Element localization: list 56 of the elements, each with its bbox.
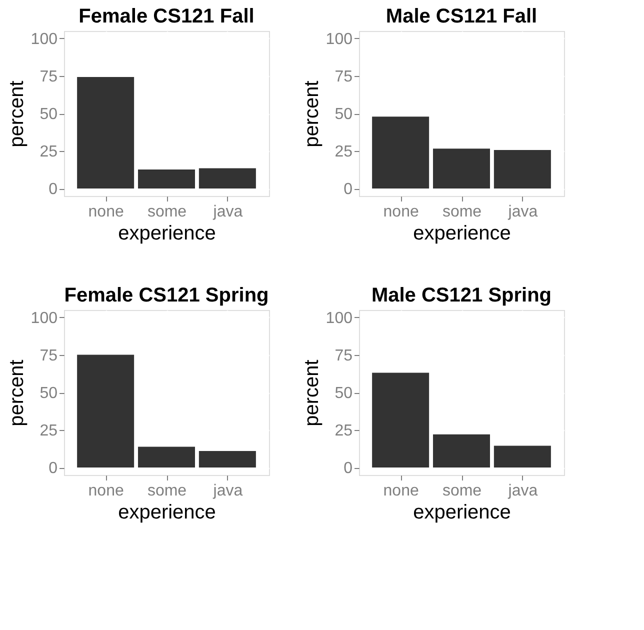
y-tick-label: 75 xyxy=(40,68,58,86)
bar xyxy=(372,372,430,468)
y-tick-label: 25 xyxy=(334,144,353,160)
chart-title: Female CS121 Fall xyxy=(78,6,254,28)
y-tick-label: 25 xyxy=(334,422,353,440)
y-tick-label: 75 xyxy=(334,68,353,86)
x-axis-title: experience xyxy=(118,502,216,524)
y-tick-label: 25 xyxy=(40,144,58,160)
y-tick-label: 75 xyxy=(40,348,58,364)
bar xyxy=(494,150,551,188)
y-tick-label: 50 xyxy=(334,106,353,123)
bar xyxy=(372,116,430,188)
x-tick-label: some xyxy=(147,204,187,220)
y-tick-label: 75 xyxy=(334,348,353,364)
x-tick-label: none xyxy=(383,204,419,220)
x-tick-label: some xyxy=(442,482,482,500)
y-tick-label: 100 xyxy=(30,310,58,327)
y-tick-label: 0 xyxy=(48,460,58,477)
y-axis-title: percent xyxy=(300,80,323,148)
x-axis-title: experience xyxy=(118,222,216,244)
y-axis-title: percent xyxy=(6,359,28,426)
bar xyxy=(77,354,134,468)
x-tick-label: some xyxy=(442,204,482,220)
y-axis-title: percent xyxy=(6,80,28,148)
y-tick-label: 25 xyxy=(40,422,58,440)
y-tick-label: 100 xyxy=(326,310,353,327)
y-tick-label: 0 xyxy=(344,460,353,477)
bar xyxy=(138,446,195,468)
y-tick-label: 0 xyxy=(344,181,353,198)
chart-title: Male CS121 Spring xyxy=(371,284,552,306)
bar xyxy=(77,77,134,188)
x-tick-label: none xyxy=(383,482,419,500)
y-tick-label: 100 xyxy=(326,31,353,48)
x-tick-label: some xyxy=(147,482,187,500)
y-tick-label: 100 xyxy=(30,31,58,48)
bar xyxy=(198,168,256,188)
x-tick-label: java xyxy=(507,204,538,220)
chart-title: Female CS121 Spring xyxy=(64,284,269,306)
bar xyxy=(494,446,551,468)
y-tick-label: 50 xyxy=(40,106,58,123)
bar xyxy=(433,434,490,468)
y-axis-title: percent xyxy=(300,359,323,426)
x-tick-label: java xyxy=(507,482,538,500)
y-tick-label: 50 xyxy=(40,385,58,402)
x-tick-label: none xyxy=(88,204,124,220)
x-axis-title: experience xyxy=(413,502,511,524)
y-tick-label: 0 xyxy=(48,181,58,198)
bar xyxy=(433,148,490,188)
chart-title: Male CS121 Fall xyxy=(386,6,538,28)
x-tick-label: java xyxy=(212,204,243,220)
y-tick-label: 50 xyxy=(334,385,353,402)
bar xyxy=(198,451,256,468)
bar xyxy=(138,169,195,188)
x-axis-title: experience xyxy=(413,222,511,244)
x-tick-label: java xyxy=(212,482,243,500)
x-tick-label: none xyxy=(88,482,124,500)
